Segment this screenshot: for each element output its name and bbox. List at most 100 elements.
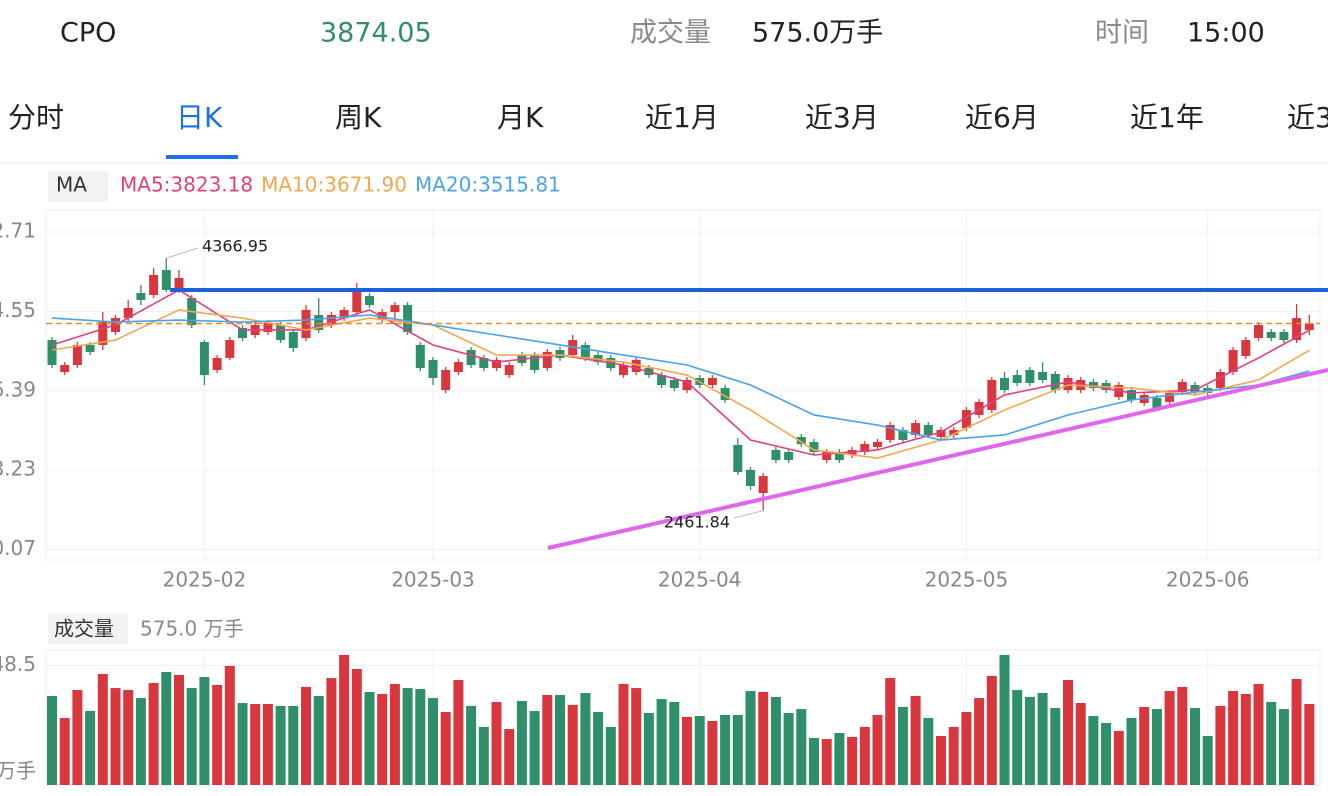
volume-bar: [1126, 717, 1137, 785]
volume-title-box: [48, 614, 128, 644]
candle-body: [314, 315, 324, 330]
candle-body: [873, 442, 882, 447]
volume-bar: [491, 701, 502, 785]
candle-body: [758, 476, 768, 494]
candle-body: [1127, 390, 1136, 400]
volume-bar: [288, 705, 299, 785]
volume-subtitle: 575.0 万手: [140, 617, 244, 641]
tab[interactable]: 月K: [497, 101, 544, 134]
candle-body: [1254, 325, 1263, 339]
volume-bar: [656, 699, 667, 785]
volume-bar: [174, 674, 184, 785]
candle-body: [949, 429, 959, 435]
candle-body: [720, 388, 730, 400]
candle-body: [707, 377, 717, 385]
tab[interactable]: 近3月: [805, 101, 879, 134]
tab[interactable]: 近1月: [645, 101, 719, 134]
candle-body: [238, 327, 247, 339]
volume-bar: [974, 698, 985, 785]
volume-bar: [1024, 696, 1035, 785]
tab[interactable]: 分时: [8, 101, 64, 134]
tab[interactable]: 近3年: [1287, 101, 1328, 134]
tab[interactable]: 近1年: [1130, 101, 1204, 134]
volume-bar: [301, 686, 311, 785]
volume-bar: [1190, 708, 1200, 785]
ma-line: [51, 314, 1310, 441]
symbol: CPO: [60, 18, 116, 49]
volume-bar: [948, 726, 959, 785]
volume-bar: [529, 711, 540, 785]
candle-body: [453, 362, 463, 373]
candle-body: [822, 451, 832, 461]
volume-bar: [212, 684, 223, 785]
candle-body: [1063, 377, 1073, 391]
volume-bar: [148, 682, 159, 785]
tab-underline: [166, 155, 238, 159]
candle-body: [784, 451, 794, 461]
volume-bar: [250, 703, 261, 785]
volume-bar: [1177, 686, 1188, 785]
candle-body: [809, 442, 819, 452]
candle-body: [1177, 381, 1187, 393]
volume-bar: [313, 695, 324, 785]
volume-bar: [59, 717, 70, 785]
volume-bar: [631, 688, 642, 785]
volume-bar: [1304, 703, 1315, 785]
ma-line: [51, 289, 1310, 456]
volume-bar: [440, 712, 451, 785]
volume-bar: [834, 733, 845, 785]
high-annotation: 4366.95: [202, 237, 268, 256]
volume-bar: [897, 706, 908, 785]
volume-bar: [555, 694, 565, 785]
marks: [46, 258, 1320, 785]
candle-body: [580, 344, 590, 358]
candle-body: [98, 322, 108, 345]
volume-bar: [262, 703, 273, 785]
candle-body: [1038, 372, 1048, 380]
candle-body: [1152, 397, 1162, 409]
volume-bar: [885, 678, 896, 785]
tab[interactable]: 日K: [176, 101, 223, 134]
candle-body: [1088, 381, 1098, 389]
volume-bar: [389, 683, 400, 785]
volume-bar: [97, 673, 108, 785]
tab[interactable]: 周K: [335, 101, 382, 134]
volume-bar: [1139, 706, 1150, 785]
volume-bar: [669, 701, 680, 785]
volume-bar: [1202, 735, 1213, 785]
volume-bar: [47, 695, 57, 785]
candle-body: [631, 359, 641, 373]
volume-bar: [72, 690, 83, 785]
volume-bar: [275, 705, 286, 785]
x-tick-label: 2025-06: [1166, 568, 1250, 592]
volume-bar: [1291, 679, 1302, 785]
volume-bar: [161, 671, 172, 785]
candle-body: [390, 305, 400, 313]
volume-bar: [732, 714, 743, 785]
candle-body: [733, 444, 743, 472]
volume-bar: [478, 726, 489, 785]
volume-bar: [821, 739, 832, 785]
volume-bar: [186, 688, 197, 785]
annotation-leader: [166, 247, 199, 259]
x-tick-label: 2025-05: [925, 568, 1009, 592]
candle-body: [834, 451, 844, 461]
candle-body: [555, 350, 565, 358]
volume-bar: [1075, 702, 1086, 785]
volume-bar: [567, 704, 578, 785]
last-price: 3874.05: [320, 18, 432, 49]
candle-body: [974, 401, 984, 415]
candle-body: [72, 344, 82, 365]
volume-bar: [1253, 683, 1264, 785]
candle-body: [263, 323, 273, 332]
tab[interactable]: 近6月: [965, 101, 1039, 134]
volume-bar: [1063, 680, 1073, 785]
volume-bar: [326, 678, 337, 785]
volume-bar: [415, 689, 426, 785]
candle-body: [428, 359, 438, 378]
x-tick-label: 2025-02: [163, 568, 247, 592]
volume-bar: [847, 736, 858, 785]
volume-bar: [135, 698, 146, 785]
volume-bar: [1266, 701, 1277, 785]
